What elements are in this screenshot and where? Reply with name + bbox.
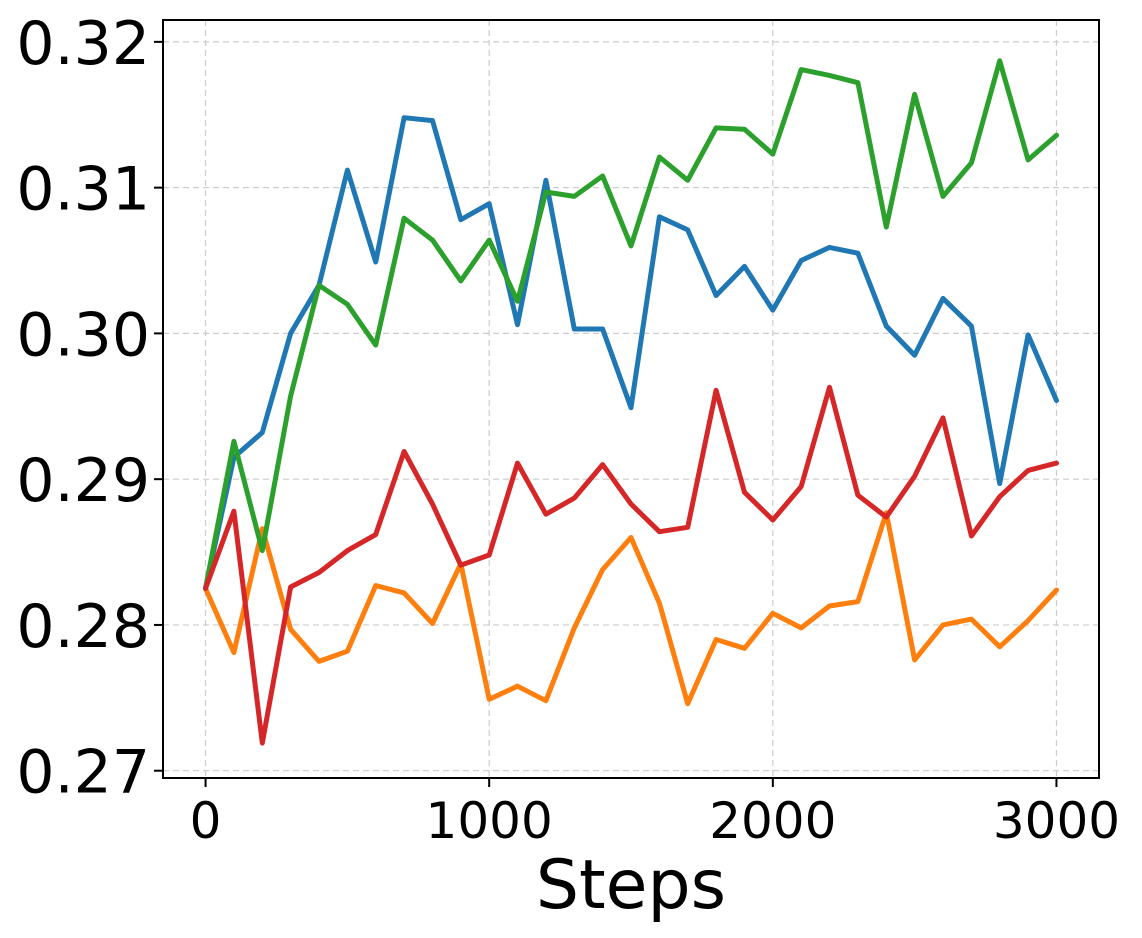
series-lines [203, 58, 1059, 746]
y-axis-ticks: 0.27 0.28 0.29 0.30 0.31 0.32 [16, 9, 163, 808]
y-tick-label: 0.31 [16, 155, 150, 225]
x-axis-label: Steps [536, 846, 726, 925]
x-tick-label: 1000 [426, 792, 553, 850]
plot-frame [162, 19, 1100, 779]
series-line-4 [203, 384, 1059, 746]
series-line-1 [203, 115, 1059, 591]
series-line-2 [203, 510, 1059, 707]
y-tick-label: 0.28 [16, 592, 150, 662]
x-tick-label: 2000 [709, 792, 836, 850]
x-axis-ticks: 0 1000 2000 3000 [190, 778, 1120, 850]
series-line-3 [203, 58, 1059, 591]
x-tick-label: 0 [190, 792, 222, 850]
y-tick-label: 0.29 [16, 446, 150, 516]
x-tick-label: 3000 [993, 792, 1120, 850]
y-tick-label: 0.27 [16, 738, 150, 808]
y-tick-label: 0.32 [16, 9, 150, 79]
y-tick-label: 0.30 [16, 300, 150, 370]
